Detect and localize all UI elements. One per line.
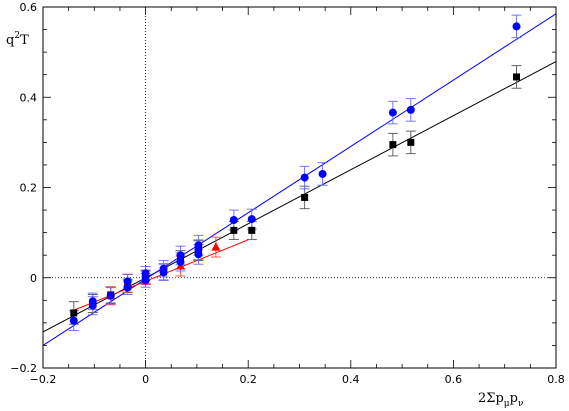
data-point-circle: [512, 22, 521, 31]
axis-ticks: −0.2 0 0.2 0.4 0.6 0.8 −0.2 0 0.2 0.4 0.6: [10, 1, 564, 386]
data-point-circle: [106, 291, 115, 300]
x-tick-label: 0.2: [239, 373, 257, 386]
y-axis-label: q2T: [6, 31, 29, 48]
data-point-circle: [318, 169, 327, 178]
x-tick-label: 0: [142, 373, 149, 386]
data-point-circle: [69, 316, 78, 325]
fit-lines: [42, 13, 557, 346]
data-point-circle: [123, 277, 132, 286]
x-tick-label: 0.8: [547, 373, 565, 386]
data-point-square: [70, 309, 78, 317]
y-tick-label: 0.6: [20, 1, 38, 14]
data-point-circle: [159, 264, 168, 273]
y-tick-label: 0.2: [20, 182, 38, 195]
data-point-square: [248, 226, 256, 234]
data-point-circle: [247, 215, 256, 224]
data-point-square: [389, 141, 397, 149]
y-tick-label: 0: [30, 272, 37, 285]
data-point-square: [512, 73, 520, 81]
reference-lines: [43, 7, 556, 368]
data-point-circle: [194, 241, 203, 250]
y-tick-label: −0.2: [10, 362, 37, 375]
x-axis-label: 2Σpμpν: [478, 391, 523, 409]
x-tick-label: 0.6: [445, 373, 463, 386]
x-tick-label: −0.2: [30, 373, 57, 386]
error-bars: [68, 14, 522, 331]
plot-border: [42, 6, 557, 369]
data-point-circle: [123, 283, 132, 292]
data-point-circle: [388, 108, 397, 117]
data-point-circle: [141, 269, 150, 278]
y-tick-label: 0.4: [20, 91, 38, 104]
data-point-circle: [176, 257, 185, 266]
plot-frame: [42, 6, 557, 369]
data-point-square: [407, 138, 415, 146]
data-point-circle: [406, 105, 415, 114]
data-point-triangle: [211, 242, 221, 251]
data-point-square: [301, 193, 309, 201]
data-point-circle: [141, 276, 150, 285]
data-point-circle: [229, 215, 238, 224]
data-markers: [69, 22, 521, 325]
data-point-circle: [88, 297, 97, 306]
data-point-circle: [176, 251, 185, 260]
x-tick-label: 0.4: [342, 373, 360, 386]
data-point-square: [230, 226, 238, 234]
data-point-circle: [300, 173, 309, 182]
fit-line-circle: [42, 13, 557, 346]
